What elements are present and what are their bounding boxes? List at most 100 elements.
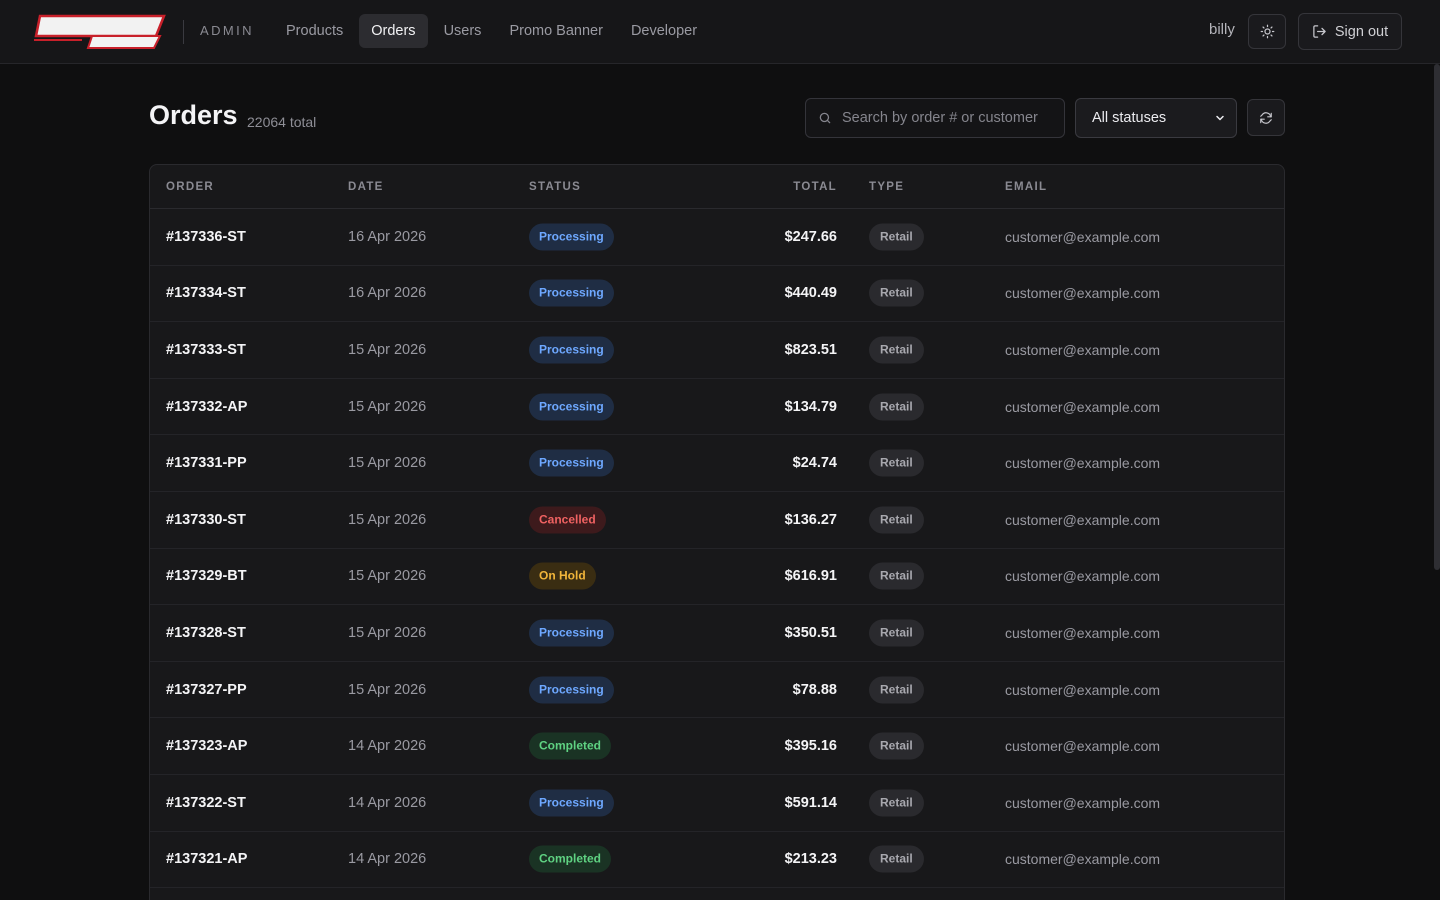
customer-email: customer@example.com: [1005, 285, 1161, 302]
type-cell: Retail: [869, 789, 924, 817]
customer-email: customer@example.com: [1005, 851, 1161, 868]
table-header: ORDER DATE STATUS TOTAL TYPE EMAIL: [150, 165, 1284, 209]
type-badge: Retail: [869, 789, 924, 817]
status-badge: Processing: [529, 336, 614, 364]
status-cell: On Hold: [529, 562, 596, 590]
refresh-button[interactable]: [1247, 99, 1285, 136]
table-row[interactable]: #137333-ST 15 Apr 2026 Processing $823.51 Re…: [150, 322, 1284, 379]
refresh-icon: [1260, 111, 1272, 124]
customer-email: customer@example.com: [1005, 455, 1161, 472]
order-number[interactable]: #137330-ST: [166, 511, 246, 528]
status-badge: Processing: [529, 676, 614, 704]
search-input[interactable]: [842, 110, 1052, 126]
page-scrollbar[interactable]: [1434, 64, 1440, 570]
order-number[interactable]: #137321-AP: [166, 851, 248, 868]
sign-out-button[interactable]: Sign out: [1298, 13, 1402, 50]
column-header-status[interactable]: STATUS: [529, 181, 582, 193]
table-row[interactable]: #137327-PP 15 Apr 2026 Processing $78.88 Ret…: [150, 662, 1284, 719]
order-number[interactable]: #137332-AP: [166, 398, 248, 415]
column-header-order[interactable]: ORDER: [166, 181, 215, 193]
status-cell: Completed: [529, 845, 612, 873]
status-cell: Processing: [529, 789, 614, 817]
order-number[interactable]: #137331-PP: [166, 455, 247, 472]
order-date: 15 Apr 2026: [348, 398, 427, 415]
order-date: 16 Apr 2026: [348, 285, 427, 302]
customer-email: customer@example.com: [1005, 681, 1161, 698]
type-cell: Retail: [869, 393, 924, 421]
type-badge: Retail: [869, 506, 924, 534]
main-nav: Products Orders Users Promo Banner Devel…: [274, 14, 709, 48]
nav-users[interactable]: Users: [443, 23, 482, 39]
order-total: $616.91: [784, 568, 837, 585]
type-badge: Retail: [869, 619, 924, 647]
type-cell: Retail: [869, 732, 924, 760]
order-number[interactable]: #137327-PP: [166, 681, 247, 698]
status-badge: Processing: [529, 279, 614, 307]
table-row[interactable]: #137332-AP 15 Apr 2026 Processing $134.79 Re…: [150, 379, 1284, 436]
type-cell: Retail: [869, 336, 924, 364]
status-cell: Processing: [529, 676, 614, 704]
nav-products[interactable]: Products: [286, 23, 344, 39]
nav-developer[interactable]: Developer: [630, 23, 698, 39]
status-badge: Cancelled: [529, 506, 606, 534]
order-number[interactable]: #137329-BT: [166, 568, 247, 585]
status-badge: Processing: [529, 449, 614, 477]
column-header-date[interactable]: DATE: [348, 181, 384, 193]
table-row[interactable]: #137336-ST 16 Apr 2026 Processing $247.66 Re…: [150, 209, 1284, 266]
top-bar: ADMIN Products Orders Users Promo Banner…: [0, 0, 1440, 64]
status-filter-select[interactable]: All statuses: [1075, 98, 1237, 138]
order-number[interactable]: #137336-ST: [166, 228, 246, 245]
type-cell: Retail: [869, 223, 924, 251]
order-date: 15 Apr 2026: [348, 455, 427, 472]
status-cell: Processing: [529, 449, 614, 477]
order-date: 16 Apr 2026: [348, 228, 427, 245]
order-number[interactable]: #137323-AP: [166, 738, 248, 755]
type-badge: Retail: [869, 336, 924, 364]
table-row[interactable]: #137328-ST 15 Apr 2026 Processing $350.51 Re…: [150, 605, 1284, 662]
status-badge: Processing: [529, 393, 614, 421]
table-row[interactable]: #137322-ST 14 Apr 2026 Processing $591.14 Re…: [150, 775, 1284, 832]
type-badge: Retail: [869, 562, 924, 590]
status-cell: Processing: [529, 393, 614, 421]
order-total: $823.51: [784, 341, 837, 358]
table-row[interactable]: #137330-ST 15 Apr 2026 Cancelled $136.27 Ret…: [150, 492, 1284, 549]
customer-email: customer@example.com: [1005, 511, 1161, 528]
order-number[interactable]: #137328-ST: [166, 624, 246, 641]
type-badge: Retail: [869, 449, 924, 477]
status-badge: Processing: [529, 619, 614, 647]
order-total: $213.23: [784, 851, 837, 868]
customer-email: customer@example.com: [1005, 228, 1161, 245]
status-badge: On Hold: [529, 562, 596, 590]
order-total: $136.27: [784, 511, 837, 528]
nav-promo-banner[interactable]: Promo Banner: [509, 23, 603, 39]
nav-orders[interactable]: Orders: [359, 14, 428, 48]
status-badge: Processing: [529, 789, 614, 817]
status-filter-value: All statuses: [1092, 110, 1167, 126]
status-cell: Cancelled: [529, 506, 606, 534]
order-date: 14 Apr 2026: [348, 851, 427, 868]
table-row[interactable]: #137331-PP 15 Apr 2026 Processing $24.74 Ret…: [150, 435, 1284, 492]
search-box[interactable]: [805, 98, 1065, 138]
column-header-type[interactable]: TYPE: [869, 181, 905, 193]
brand-logo[interactable]: [32, 12, 166, 50]
column-header-total[interactable]: TOTAL: [793, 181, 837, 193]
type-badge: Retail: [869, 676, 924, 704]
order-number[interactable]: #137333-ST: [166, 341, 246, 358]
order-date: 15 Apr 2026: [348, 511, 427, 528]
table-row[interactable]: #137334-ST 16 Apr 2026 Processing $440.49 Re…: [150, 266, 1284, 323]
type-cell: Retail: [869, 279, 924, 307]
theme-toggle-button[interactable]: [1248, 14, 1286, 49]
status-cell: Processing: [529, 279, 614, 307]
sign-out-label: Sign out: [1334, 23, 1389, 40]
brand-divider: [183, 20, 184, 44]
order-number[interactable]: #137322-ST: [166, 794, 246, 811]
table-row[interactable]: #137323-AP 14 Apr 2026 Completed $395.16 Ret…: [150, 718, 1284, 775]
type-cell: Retail: [869, 506, 924, 534]
table-row[interactable]: #137321-AP 14 Apr 2026 Completed $213.23 Ret…: [150, 832, 1284, 889]
status-cell: Processing: [529, 336, 614, 364]
column-header-email[interactable]: EMAIL: [1005, 181, 1048, 193]
order-number[interactable]: #137334-ST: [166, 285, 246, 302]
type-badge: Retail: [869, 732, 924, 760]
customer-email: customer@example.com: [1005, 738, 1161, 755]
table-row[interactable]: #137329-BT 15 Apr 2026 On Hold $616.91 Retai…: [150, 549, 1284, 606]
